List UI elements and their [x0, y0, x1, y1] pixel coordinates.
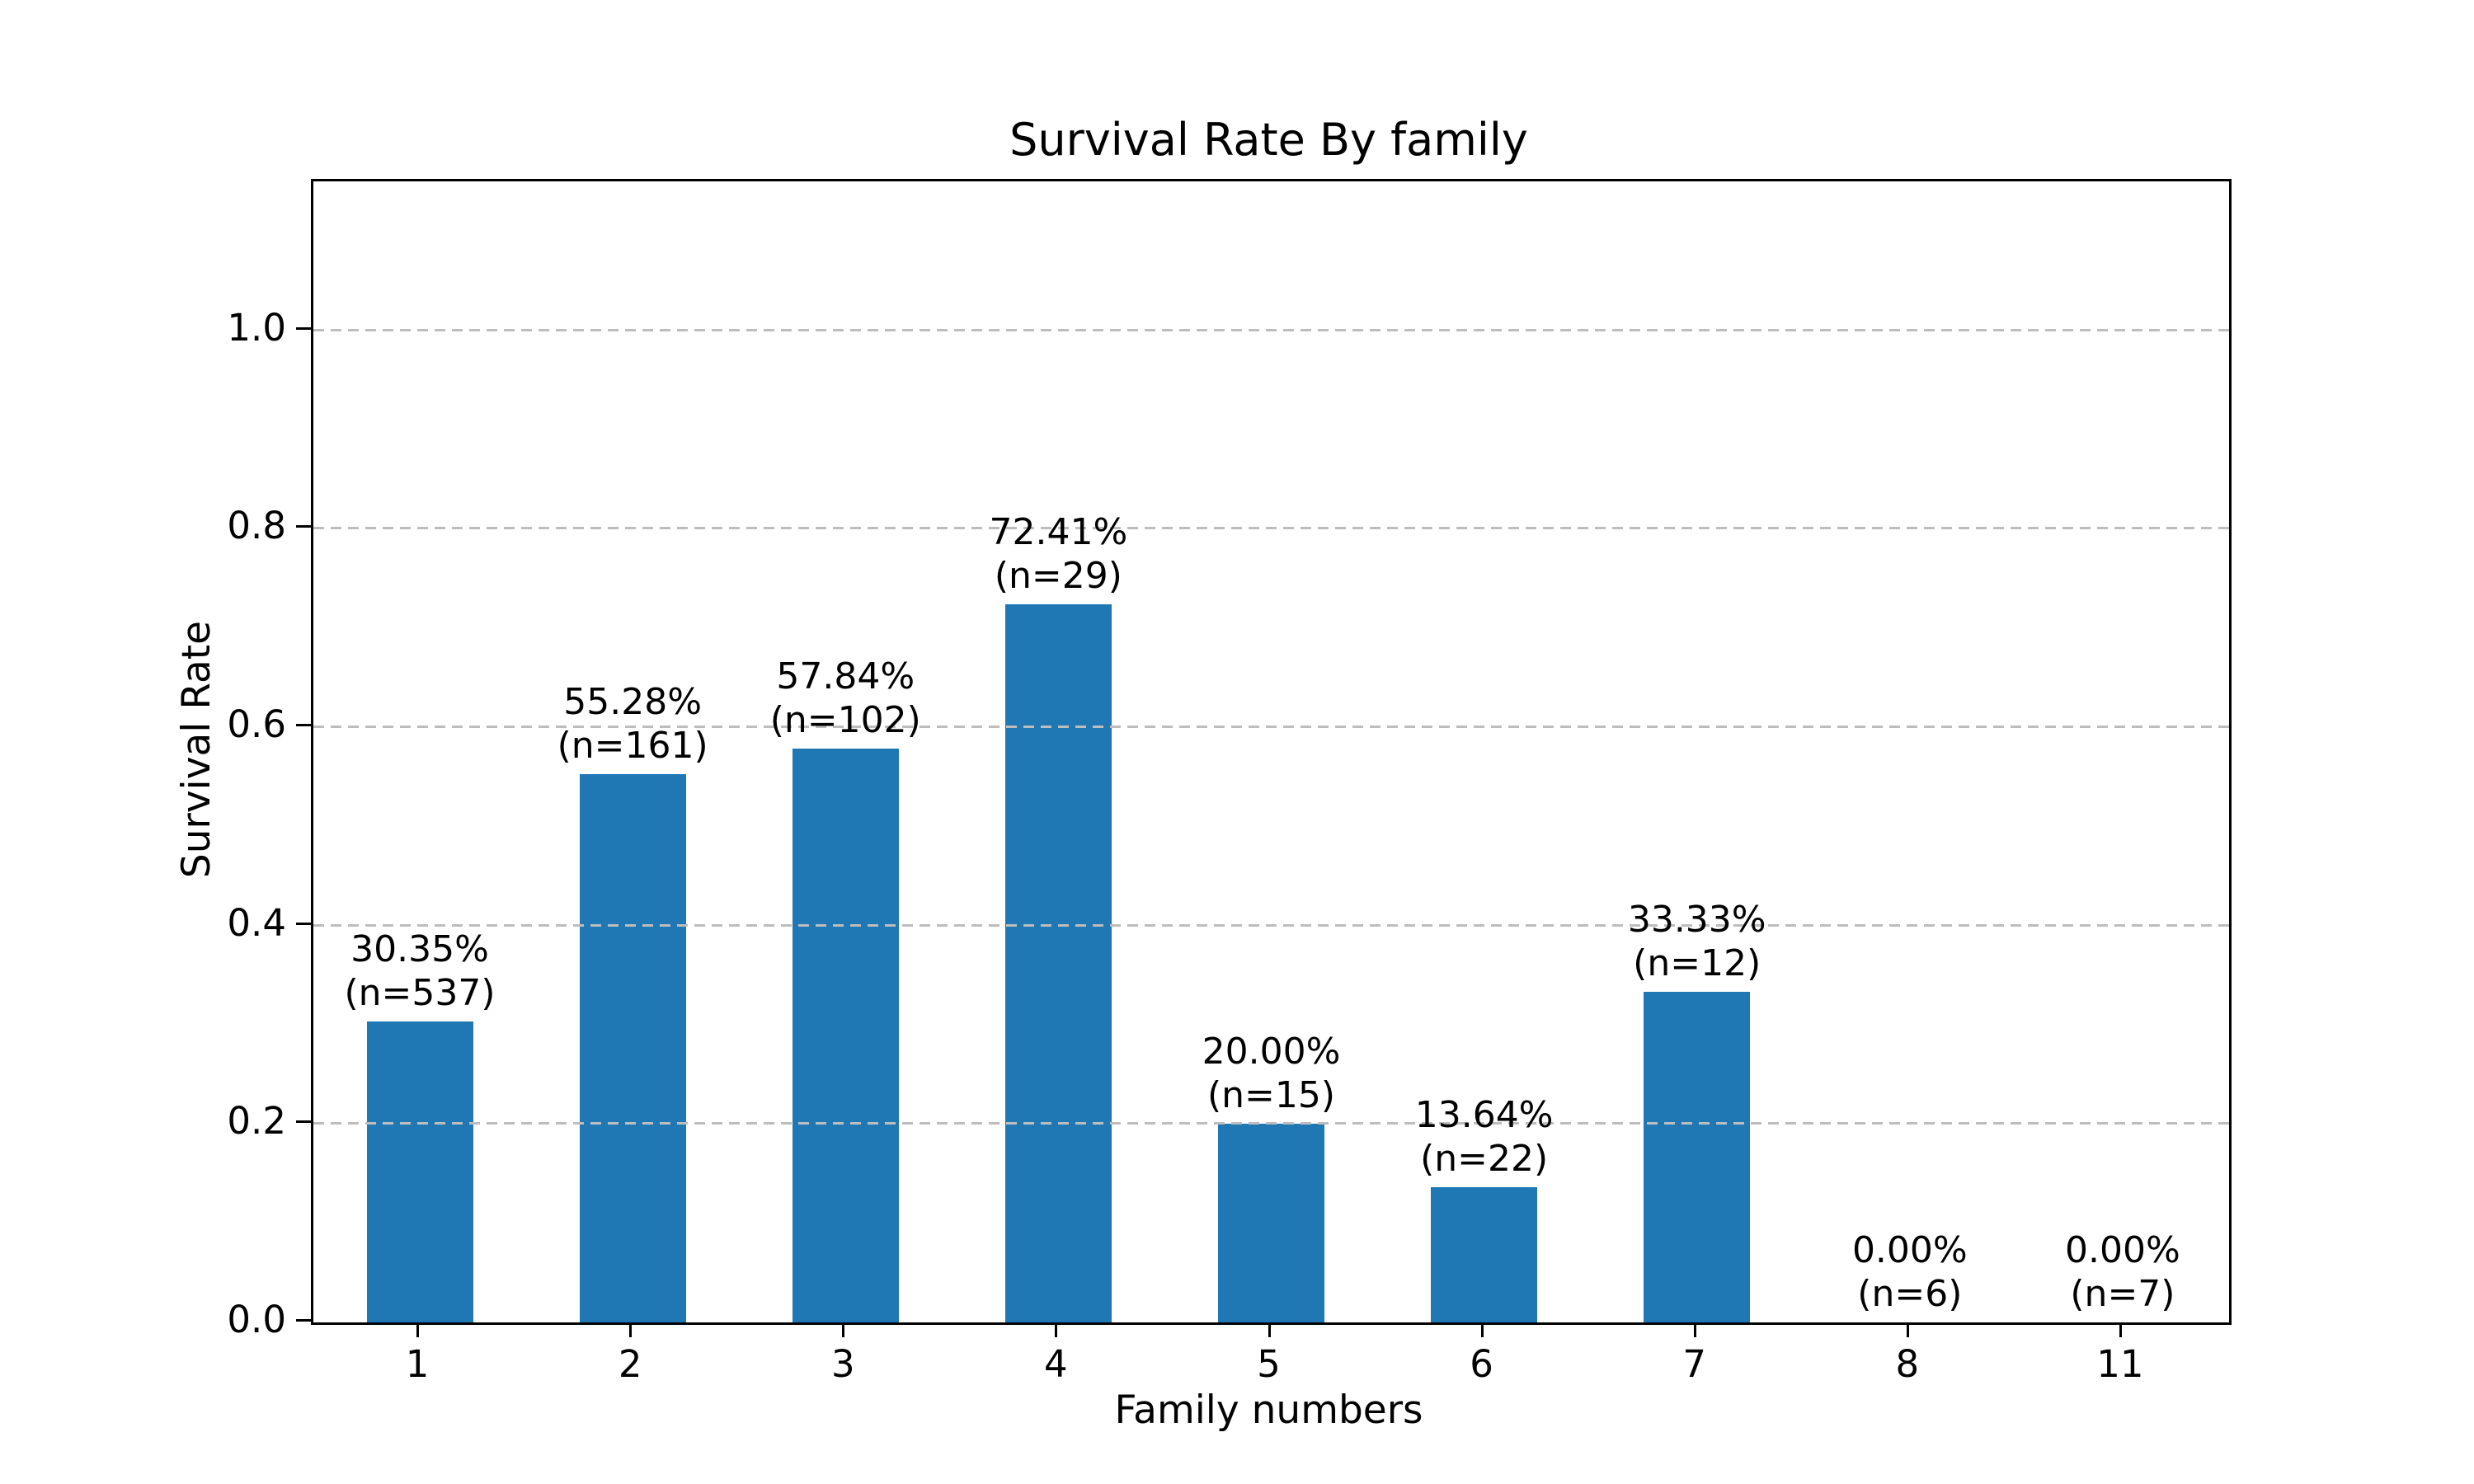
x-tick-mark	[1480, 1322, 1484, 1337]
bar-value-label-1: 30.35% (n=537)	[345, 928, 496, 1015]
x-tick-mark	[1055, 1322, 1058, 1337]
x-tick-mark	[1268, 1322, 1271, 1337]
plot-area: 30.35% (n=537) 55.28% (n=161) 57.84% (n=102) 7…	[311, 179, 2232, 1325]
bar-value-label-8: 0.00% (n=6)	[1852, 1228, 1968, 1316]
y-tick-label: 0.8	[227, 504, 286, 548]
gridline-y-0.6	[313, 725, 2229, 728]
x-tick-mark	[2119, 1322, 2122, 1337]
x-tick-mark	[842, 1322, 845, 1337]
bar-value-label-3: 57.84% (n=102)	[770, 655, 921, 742]
bar-count-text: (n=22)	[1420, 1137, 1549, 1180]
y-tick-label: 1.0	[227, 305, 286, 350]
bar-value-label-4: 72.41% (n=29)	[989, 510, 1127, 598]
bar-count-text: (n=29)	[994, 554, 1122, 597]
y-tick-label: 0.6	[227, 702, 286, 746]
bar-value-label-11: 0.00% (n=7)	[2065, 1228, 2180, 1316]
x-tick-label-6: 6	[1470, 1342, 1493, 1386]
x-tick-label-8: 8	[1895, 1342, 1920, 1386]
bar-count-text: (n=12)	[1633, 942, 1761, 984]
x-tick-mark	[1693, 1322, 1696, 1337]
y-tick-mark	[296, 525, 311, 528]
chart-title: Survival Rate By family	[1009, 114, 1528, 166]
x-tick-label-11: 11	[2096, 1342, 2144, 1386]
bar-value-label-6: 13.64% (n=22)	[1415, 1093, 1554, 1181]
gridline-y-0.4	[313, 923, 2229, 927]
x-tick-label-3: 3	[830, 1342, 855, 1386]
y-tick-mark	[296, 1120, 311, 1124]
bar-percent-text: 72.41%	[989, 510, 1128, 553]
y-tick-mark	[296, 922, 311, 925]
bar-count-text: (n=6)	[1857, 1273, 1963, 1315]
y-tick-mark	[296, 326, 311, 330]
gridline-y-0.8	[313, 527, 2229, 530]
x-tick-mark	[1906, 1322, 1909, 1337]
bar-percent-text: 0.00%	[2065, 1229, 2180, 1271]
bar-percent-text: 0.00%	[1851, 1229, 1968, 1271]
gridline-y-0.2	[313, 1122, 2229, 1125]
x-tick-mark	[629, 1322, 633, 1337]
x-tick-label-5: 5	[1257, 1342, 1281, 1386]
x-tick-mark	[416, 1322, 420, 1337]
bar-count-text: (n=161)	[557, 724, 708, 767]
y-tick-label: 0.0	[227, 1298, 286, 1341]
bar-value-label-5: 20.00% (n=15)	[1202, 1030, 1341, 1117]
x-tick-label-2: 2	[618, 1342, 642, 1386]
bar-category-3	[792, 748, 899, 1322]
y-tick-label: 0.2	[227, 1099, 286, 1144]
x-tick-label-7: 7	[1682, 1342, 1707, 1386]
bar-category-4	[1004, 603, 1112, 1322]
bar-category-6	[1431, 1186, 1538, 1322]
gridline-y-1.0	[313, 328, 2229, 331]
bar-percent-text: 20.00%	[1202, 1031, 1341, 1073]
bar-percent-text: 13.64%	[1414, 1093, 1554, 1136]
y-tick-mark	[296, 723, 311, 726]
x-tick-label-4: 4	[1044, 1342, 1068, 1386]
y-tick-label: 0.4	[227, 900, 286, 945]
bar-count-text: (n=7)	[2070, 1273, 2175, 1315]
x-axis-label: Family numbers	[1114, 1388, 1423, 1433]
x-tick-label-1: 1	[405, 1342, 430, 1386]
bar-category-5	[1217, 1124, 1325, 1322]
bar-count-text: (n=537)	[344, 971, 496, 1014]
bar-category-7	[1644, 991, 1751, 1322]
bar-percent-text: 55.28%	[563, 680, 703, 723]
bar-percent-text: 33.33%	[1627, 898, 1766, 941]
bar-count-text: (n=102)	[769, 698, 921, 741]
bar-category-2	[579, 773, 686, 1322]
bar-count-text: (n=15)	[1206, 1074, 1336, 1117]
y-tick-mark	[296, 1319, 311, 1322]
bar-value-label-7: 33.33% (n=12)	[1628, 898, 1766, 985]
bar-percent-text: 57.84%	[776, 655, 915, 697]
bar-category-1	[366, 1021, 473, 1322]
bar-percent-text: 30.35%	[350, 928, 489, 970]
bar-value-label-2: 55.28% (n=161)	[557, 680, 708, 768]
